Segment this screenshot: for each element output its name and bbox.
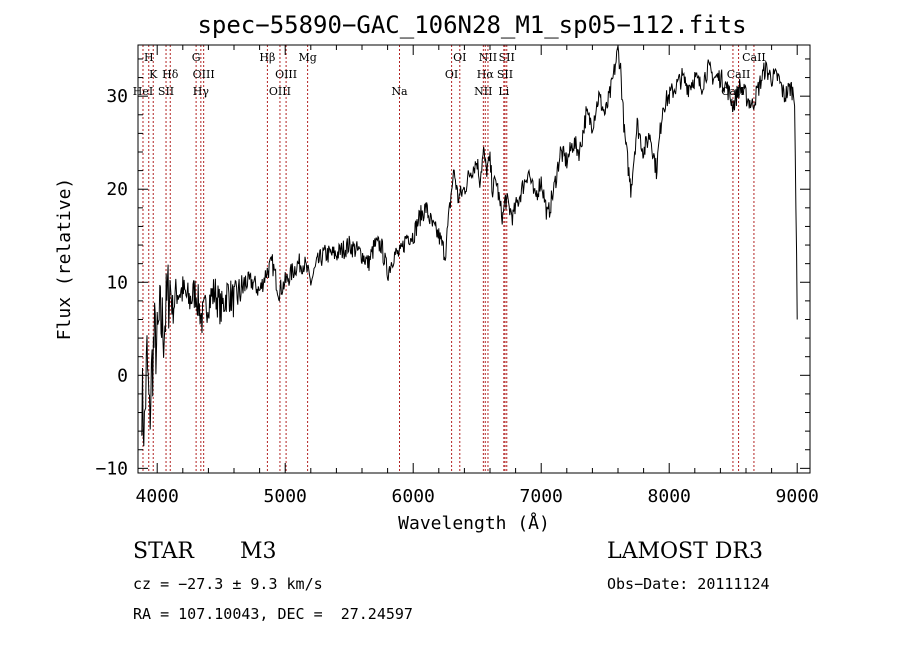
line-label: Na: [391, 85, 408, 98]
line-label: OIII: [269, 85, 291, 98]
line-label: SII: [497, 68, 513, 81]
line-label: OI: [445, 68, 458, 81]
line-label: CaII: [742, 51, 766, 64]
line-label: Hγ: [193, 85, 210, 98]
line-label: SII: [499, 51, 515, 64]
line-label: NII: [479, 51, 497, 64]
line-label: Hδ: [162, 68, 179, 81]
spectrum-line: [141, 45, 798, 447]
line-label: Li: [498, 85, 509, 98]
line-label: K: [149, 68, 158, 81]
axis-ticks: 4000 5000 6000 7000 8000 9000 −10 0 10 20 30: [95, 45, 819, 507]
x-tick-label: 8000: [648, 486, 691, 507]
y-tick-label: 20: [106, 179, 128, 200]
x-tick-label: 4000: [136, 486, 179, 507]
line-label: CaII: [727, 68, 751, 81]
spectrum-series: [141, 45, 798, 447]
survey-label: LAMOST DR3: [607, 539, 763, 564]
line-label: OI: [453, 51, 466, 64]
y-axis-label: Flux (relative): [54, 178, 75, 341]
y-tick-label: 0: [117, 365, 128, 386]
line-label: G: [192, 51, 201, 64]
line-label: SII: [158, 85, 174, 98]
y-tick-label: 10: [106, 272, 128, 293]
coordinates: RA = 107.10043, DEC = 27.24597: [133, 605, 413, 623]
x-tick-label: 6000: [392, 486, 435, 507]
chart-title: spec−55890−GAC_106N28_M1_sp05−112.fits: [197, 11, 746, 39]
y-tick-label: −10: [95, 458, 128, 479]
x-tick-label: 7000: [520, 486, 563, 507]
plot-frame: [137, 44, 811, 474]
line-label: OIII: [275, 68, 297, 81]
star-class: STAR: [133, 539, 194, 564]
line-label: Hβ: [259, 51, 275, 64]
x-axis-label: Wavelength (Å): [398, 512, 550, 534]
x-tick-label: 5000: [264, 486, 307, 507]
line-label: OIII: [193, 68, 215, 81]
line-label: H: [144, 51, 154, 64]
line-label: Mg: [298, 51, 316, 64]
observation-date: Obs−Date: 20111124: [607, 575, 770, 593]
redshift-value: cz = −27.3 ± 9.3 km/s: [133, 575, 323, 593]
star-subclass: M3: [240, 539, 277, 564]
line-label: Hα: [477, 68, 495, 81]
x-tick-label: 9000: [776, 486, 819, 507]
line-label: NII: [474, 85, 492, 98]
y-tick-label: 30: [106, 86, 128, 107]
